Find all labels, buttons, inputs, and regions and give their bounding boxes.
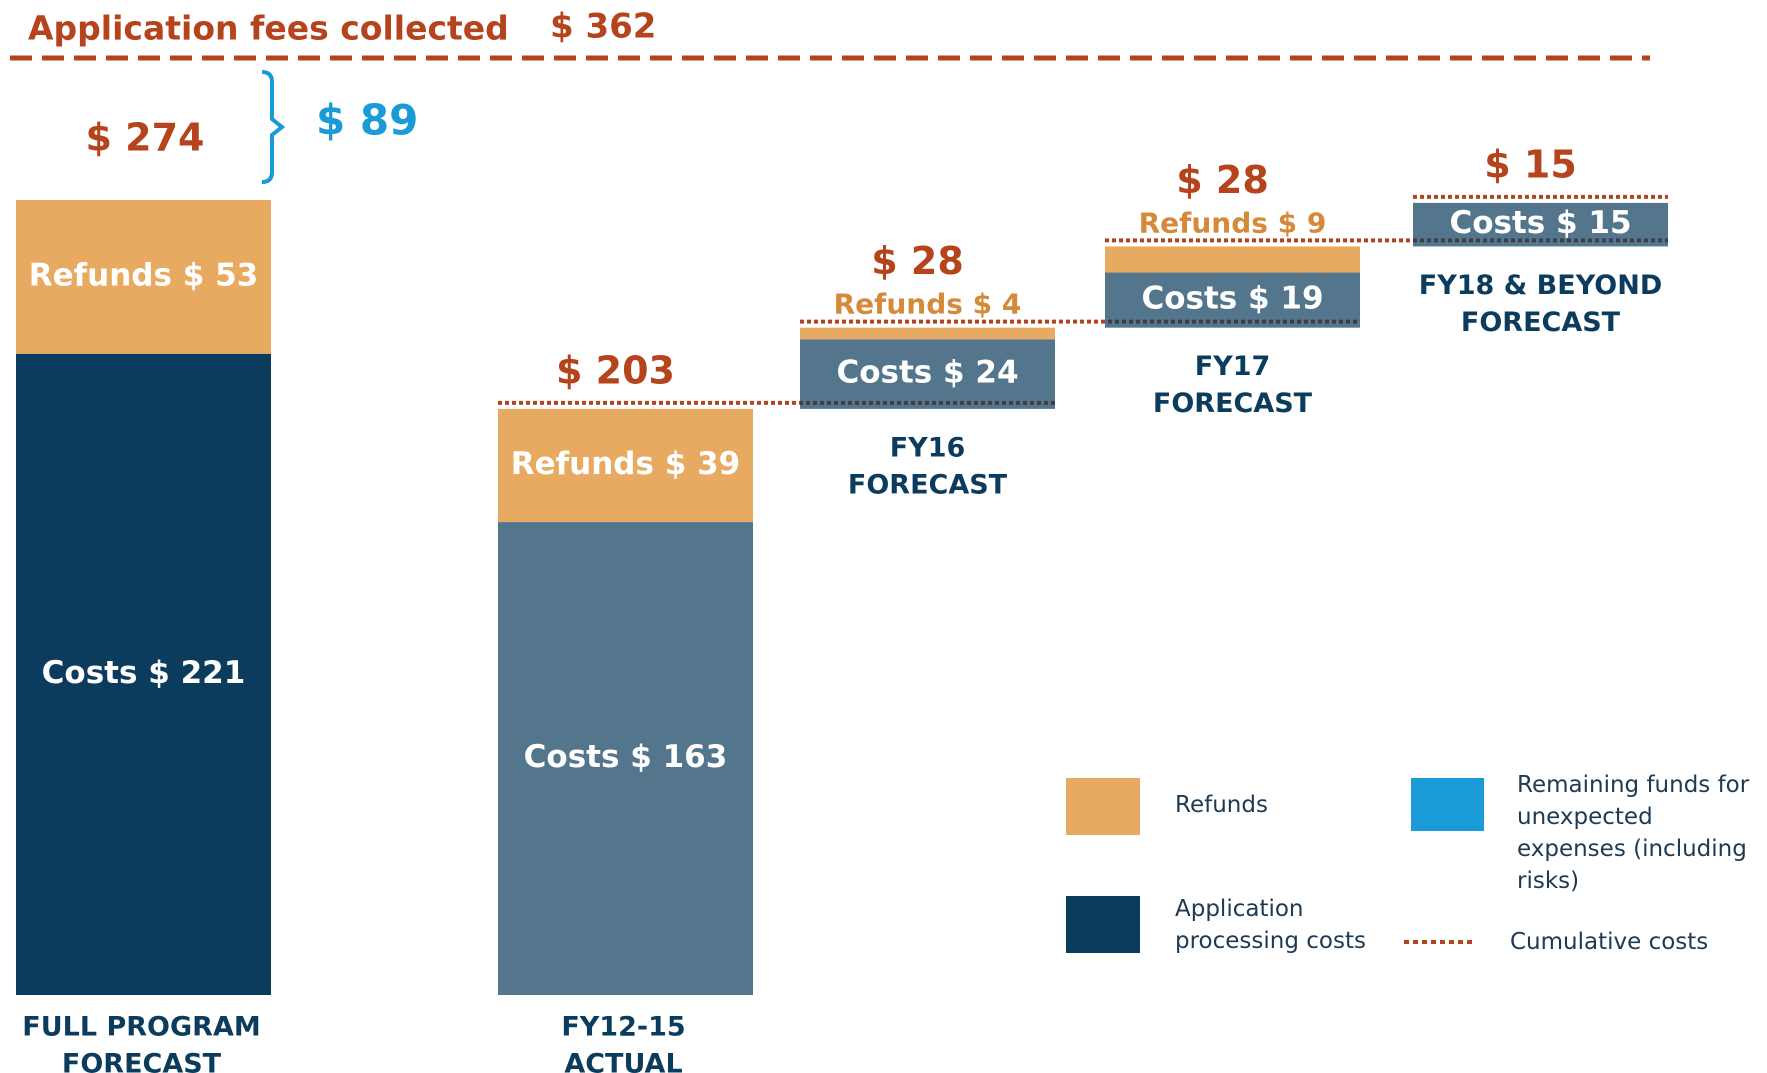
bar-segment xyxy=(1105,272,1360,328)
segment-label: Refunds $ 53 xyxy=(29,257,258,293)
category-label: FORECAST xyxy=(62,1049,222,1073)
segment-label: Costs $ 19 xyxy=(1141,281,1323,317)
total-label: $ 203 xyxy=(556,348,675,392)
segment-label: Refunds $ 9 xyxy=(1139,206,1327,239)
segment-label: Refunds $ 4 xyxy=(834,288,1022,321)
segment-label: Refunds $ 39 xyxy=(511,446,740,482)
chart-title: Application fees collected xyxy=(28,9,509,48)
bar-segment xyxy=(1105,246,1360,273)
total-label: $ 28 xyxy=(1176,158,1269,202)
category-label: FORECAST xyxy=(848,469,1008,500)
category-label: FORECAST xyxy=(1153,388,1313,419)
bar-segment xyxy=(1413,202,1668,247)
segment-label: Costs $ 15 xyxy=(1449,205,1631,241)
segment-label: Costs $ 24 xyxy=(836,355,1018,391)
fees-label: $ 362 xyxy=(550,7,656,47)
category-label: FORECAST xyxy=(1461,307,1621,338)
legend-swatch xyxy=(1411,778,1484,831)
total-label: $ 15 xyxy=(1484,142,1577,186)
legend-label: Cumulative costs xyxy=(1510,929,1709,955)
segment-label: Costs $ 163 xyxy=(524,739,728,775)
bar-segment xyxy=(498,522,753,995)
total-label: $ 274 xyxy=(86,116,205,160)
category-label: FY17 xyxy=(1195,351,1271,382)
category-label: FY18 & BEYOND xyxy=(1419,270,1663,301)
bar-segment xyxy=(498,408,753,523)
category-label: FY16 xyxy=(890,432,966,463)
bar-segment xyxy=(16,200,271,354)
category-label: ACTUAL xyxy=(564,1049,682,1073)
legend-label: Remaining funds for unexpected expenses … xyxy=(1517,772,1750,894)
category-label: FY12-15 xyxy=(561,1012,685,1043)
segment-label: Costs $ 221 xyxy=(42,655,246,691)
bar-segment xyxy=(16,353,271,996)
legend-label: Application processing costs xyxy=(1175,896,1366,954)
legend-swatch xyxy=(1066,778,1140,835)
bar-segment xyxy=(800,339,1055,409)
legend-label: Refunds xyxy=(1175,792,1268,818)
total-label: $ 28 xyxy=(871,239,964,283)
remaining-bracket xyxy=(261,70,286,184)
remaining-label: $ 89 xyxy=(316,96,418,145)
category-label: FULL PROGRAM xyxy=(22,1012,260,1043)
bar-segment xyxy=(800,327,1055,340)
legend-swatch xyxy=(1066,896,1140,953)
